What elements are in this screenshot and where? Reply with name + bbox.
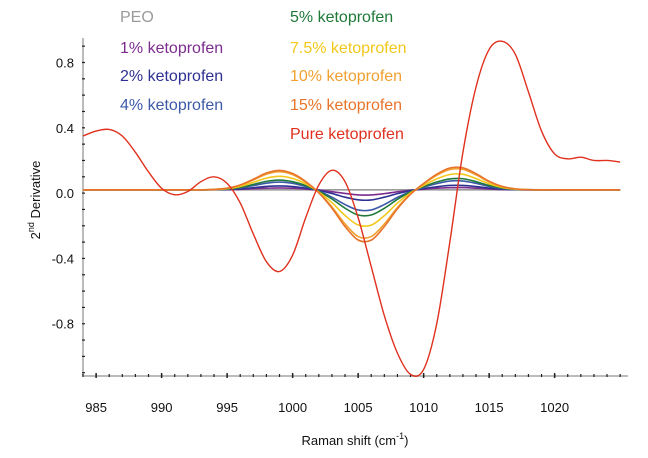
series-line-15-ketoprofen <box>83 166 621 243</box>
y-axis-label: 2nd Derivative <box>26 161 43 240</box>
x-tick-label: 1005 <box>344 400 373 415</box>
series-line-1-ketoprofen <box>83 186 621 196</box>
series-line-pure-ketoprofen <box>82 40 621 377</box>
legend-entry: 2% ketoprofen <box>120 68 223 85</box>
y-tick-label: 0.8 <box>56 55 74 70</box>
legend-entry: 1% ketoprofen <box>120 40 223 57</box>
legend-entry: Pure ketoprofen <box>290 126 404 143</box>
x-tick-label: 995 <box>216 400 238 415</box>
y-tick-label: 0.0 <box>56 186 74 201</box>
legend-entry: 4% ketoprofen <box>120 97 223 114</box>
series-line-10-ketoprofen <box>83 167 621 239</box>
x-tick-label: 985 <box>85 400 107 415</box>
y-tick-label: -0.8 <box>52 317 74 332</box>
y-tick-label: -0.4 <box>52 251 74 266</box>
series-lines <box>82 40 621 377</box>
x-tick-label: 1015 <box>475 400 504 415</box>
x-tick-label: 1020 <box>540 400 569 415</box>
x-tick-label: 1010 <box>409 400 438 415</box>
x-axis-label: Raman shift (cm-1) <box>302 431 409 448</box>
legend-entry: 10% ketoprofen <box>290 68 402 85</box>
legend-entry: PEO <box>120 9 154 26</box>
y-tick-label: 0.4 <box>56 121 74 136</box>
legend-entry: 15% ketoprofen <box>290 97 402 114</box>
legend-entry: 7.5% ketoprofen <box>290 40 407 57</box>
x-tick-label: 990 <box>151 400 173 415</box>
x-tick-label: 1000 <box>278 400 307 415</box>
axes: 985 990 995 1000 1005 1010 1015 1020 0.8 0.4 0.0 -0… <box>52 38 628 415</box>
legend: PEO 1% ketoprofen 2% ketoprofen 4% ketoprof… <box>120 9 407 143</box>
legend-entry: 5% ketoprofen <box>290 9 393 26</box>
series-line-7-5-ketoprofen <box>83 173 621 228</box>
